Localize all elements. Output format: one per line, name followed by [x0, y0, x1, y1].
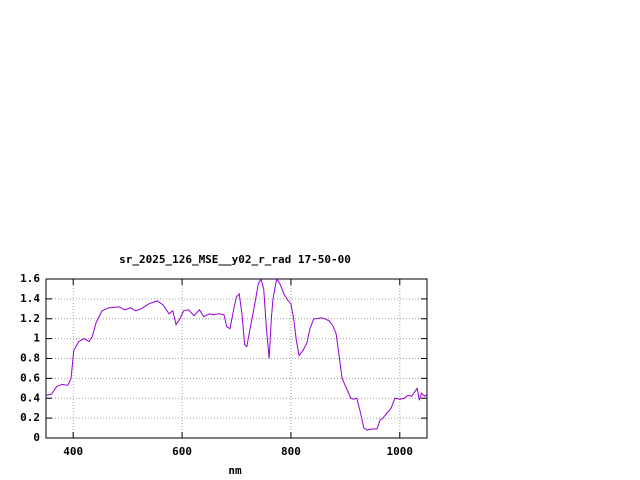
y-tick-label: 1.6 [20, 272, 40, 285]
y-tick-label: 0.2 [20, 411, 40, 424]
y-tick-label: 0.4 [20, 391, 40, 404]
x-axis-label: nm [228, 464, 242, 477]
y-tick-label: 1.4 [20, 292, 40, 305]
x-tick-label: 600 [172, 445, 192, 458]
chart-title: sr_2025_126_MSE__y02_r_rad 17-50-00 [119, 253, 351, 266]
plot-border [45, 278, 428, 439]
x-tick-label: 400 [63, 445, 83, 458]
x-tick-label: 1000 [387, 445, 414, 458]
y-tick-label: 0.8 [20, 352, 40, 365]
y-tick-label: 1.2 [20, 312, 40, 325]
data-line [45, 277, 428, 431]
x-tick-label: 800 [281, 445, 301, 458]
y-tick-label: 0 [33, 431, 40, 444]
y-tick-label: 0.6 [20, 371, 40, 384]
y-tick-label: 1 [33, 332, 40, 345]
